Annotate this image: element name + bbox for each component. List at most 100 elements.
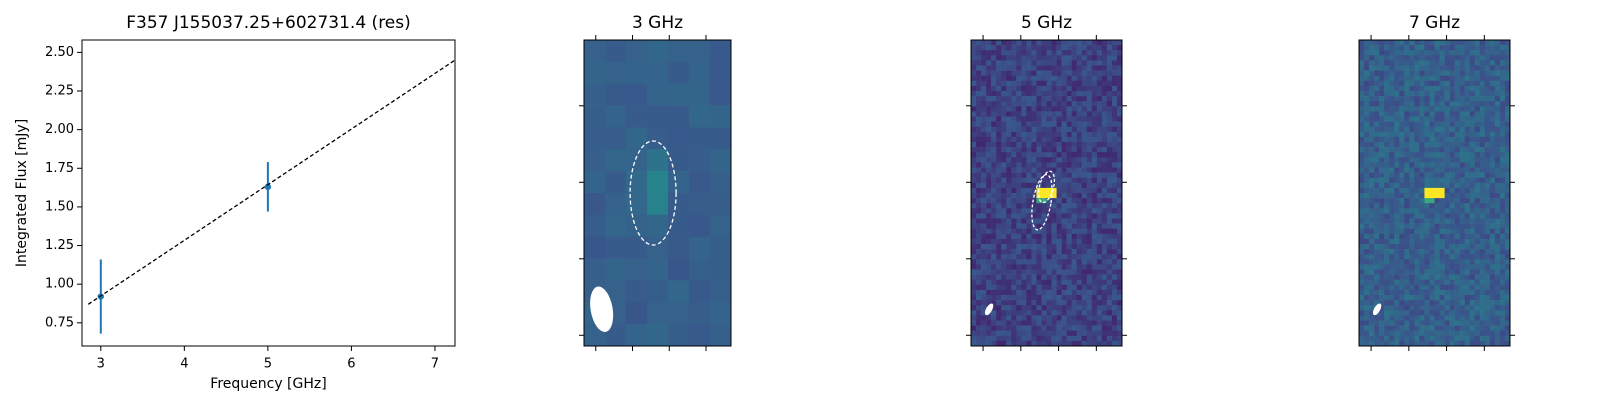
image-pixel — [1001, 310, 1007, 316]
image-pixel — [1464, 106, 1471, 112]
image-pixel — [1459, 101, 1465, 107]
image-pixel — [1419, 70, 1425, 76]
image-pixel — [1081, 340, 1088, 347]
image-pixel — [1379, 305, 1385, 311]
image-pixel — [1071, 295, 1077, 301]
image-pixel — [1379, 182, 1385, 189]
image-pixel — [1464, 131, 1471, 138]
image-pixel — [1449, 264, 1455, 270]
image-pixel — [1474, 289, 1481, 296]
image-pixel — [1414, 310, 1420, 316]
image-pixel — [1021, 238, 1027, 245]
image-pixel — [626, 61, 648, 85]
image-pixel — [1404, 254, 1410, 260]
image-pixel — [1499, 259, 1506, 265]
image-pixel — [1006, 142, 1012, 148]
image-pixel — [1404, 320, 1410, 326]
image-pixel — [1469, 259, 1476, 265]
image-pixel — [1036, 106, 1042, 112]
image-pixel — [1389, 340, 1395, 347]
image-pixel — [1479, 274, 1486, 280]
image-pixel — [1031, 172, 1037, 178]
image-pixel — [647, 127, 669, 150]
image-pixel — [1499, 223, 1506, 229]
image-pixel — [1494, 91, 1501, 97]
image-pixel — [1479, 106, 1486, 112]
image-pixel — [1434, 310, 1440, 316]
image-pixel — [1046, 70, 1052, 76]
image-pixel — [1499, 106, 1506, 112]
image-pixel — [1419, 157, 1425, 163]
image-pixel — [1459, 152, 1465, 158]
image-pixel — [1454, 152, 1460, 158]
image-pixel — [1494, 80, 1501, 87]
image-pixel — [1464, 55, 1471, 61]
image-pixel — [1116, 269, 1123, 275]
image-pixel — [1464, 320, 1471, 326]
image-pixel — [1494, 213, 1501, 219]
image-pixel — [1444, 121, 1450, 127]
image-pixel — [1359, 111, 1365, 117]
image-pixel — [1409, 111, 1415, 117]
image-pixel — [991, 177, 997, 184]
image-pixel — [1041, 279, 1047, 286]
image-pixel — [1389, 50, 1395, 56]
image-pixel — [1474, 223, 1481, 229]
image-pixel — [1399, 300, 1405, 306]
image-pixel — [1469, 325, 1476, 331]
image-pixel — [1086, 289, 1093, 296]
image-pixel — [1101, 305, 1108, 311]
image-pixel — [1071, 177, 1077, 184]
image-pixel — [1439, 126, 1445, 133]
image-pixel — [991, 96, 997, 102]
image-pixel — [1021, 310, 1027, 316]
image-pixel — [1051, 116, 1057, 122]
image-pixel — [1036, 249, 1042, 255]
image-pixel — [1021, 131, 1027, 138]
image-pixel — [1006, 152, 1012, 158]
image-pixel — [1474, 249, 1481, 255]
image-pixel — [976, 116, 982, 122]
image-pixel — [996, 50, 1002, 56]
image-pixel — [1056, 310, 1062, 316]
image-pixel — [976, 70, 982, 76]
image-pixel — [1424, 238, 1430, 245]
image-pixel — [1384, 325, 1390, 331]
image-pixel — [1101, 187, 1108, 194]
image-pixel — [1484, 70, 1491, 76]
image-pixel — [1429, 264, 1435, 270]
image-pixel — [996, 264, 1002, 270]
image-pixel — [1439, 279, 1445, 286]
image-pixel — [1001, 330, 1007, 337]
image-pixel — [1424, 233, 1430, 240]
image-pixel — [1046, 131, 1052, 138]
image-pixel — [1051, 193, 1057, 199]
image-pixel — [1066, 55, 1072, 61]
source-ellipse — [1031, 173, 1053, 231]
image-pixel — [1379, 244, 1385, 250]
image-pixel — [986, 111, 992, 117]
image-pixel — [1046, 289, 1052, 296]
image-pixel — [996, 177, 1002, 184]
image-pixel — [971, 203, 977, 209]
image-pixel — [1379, 340, 1385, 347]
image-pixel — [1504, 325, 1511, 331]
image-pixel — [1106, 147, 1113, 153]
image-pixel — [1016, 70, 1022, 76]
image-pixel — [1071, 228, 1077, 235]
image-pixel — [1011, 320, 1017, 326]
image-pixel — [1001, 136, 1007, 143]
image-pixel — [1021, 121, 1027, 127]
image-pixel — [1046, 101, 1052, 107]
image-pixel — [1016, 223, 1022, 229]
image-pixel — [1454, 96, 1460, 102]
image-pixel — [1484, 228, 1491, 235]
image-pixel — [1031, 80, 1037, 87]
image-pixel — [971, 295, 977, 301]
image-pixel — [1021, 300, 1027, 306]
image-pixel — [1399, 126, 1405, 133]
image-pixel — [1444, 177, 1450, 184]
image-pixel — [1041, 300, 1047, 306]
image-pixel — [986, 55, 992, 61]
image-pixel — [1474, 238, 1481, 245]
